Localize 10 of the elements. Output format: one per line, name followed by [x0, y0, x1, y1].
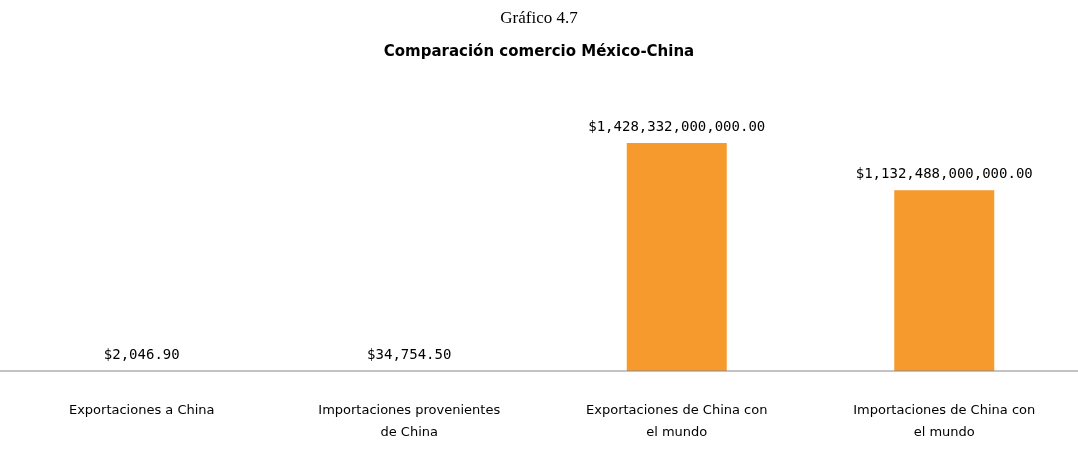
data-label: $1,132,488,000,000.00 — [855, 165, 1033, 182]
chart-title: Gráfico 4.7 — [500, 8, 579, 27]
data-label: $1,428,332,000,000.00 — [588, 118, 766, 134]
x-tick-label: Exportaciones a China — [68, 402, 215, 417]
chart-subtitle: Comparación comercio México-China — [383, 42, 695, 60]
x-tick-label: Exportaciones de China con el mundo — [586, 402, 768, 439]
data-label: $34,754.50 — [367, 346, 452, 362]
x-tick-label: Importaciones de China con el mundo — [853, 402, 1036, 439]
x-tick-label: Importaciones provenientes de China — [318, 402, 501, 439]
data-label: $2,046.90 — [103, 346, 180, 362]
